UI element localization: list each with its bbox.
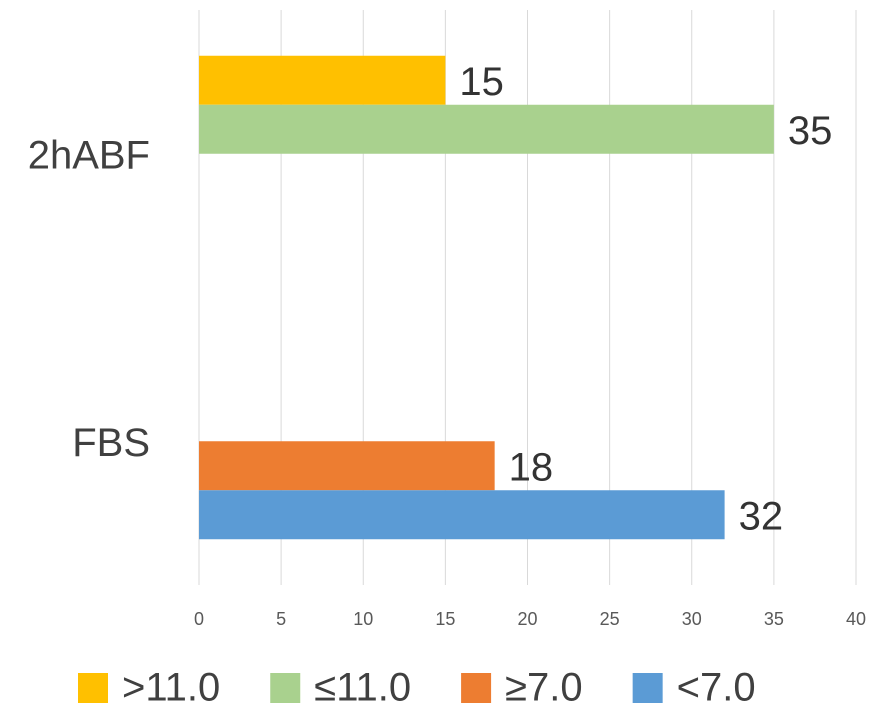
x-tick-label: 10 xyxy=(353,609,373,629)
legend-label: ≥7.0 xyxy=(505,666,583,707)
data-label: 32 xyxy=(739,494,784,538)
x-tick-label: 40 xyxy=(846,609,866,629)
x-tick-label: 5 xyxy=(276,609,286,629)
legend-swatch xyxy=(461,673,492,703)
x-tick-label: 25 xyxy=(600,609,620,629)
category-label: FBS xyxy=(72,421,150,465)
bar xyxy=(199,55,446,105)
legend-label: >11.0 xyxy=(122,666,220,707)
legend-label: ≤11.0 xyxy=(314,666,411,707)
bar xyxy=(199,441,495,491)
data-label: 15 xyxy=(459,60,504,104)
legend-swatch xyxy=(78,673,108,703)
x-tick-label: 0 xyxy=(194,609,204,629)
data-label: 18 xyxy=(509,445,554,489)
category-label: 2hABF xyxy=(28,133,150,177)
x-tick-label: 15 xyxy=(435,609,455,629)
data-label: 35 xyxy=(788,109,833,153)
legend-swatch xyxy=(632,673,663,703)
bar xyxy=(199,104,774,154)
x-tick-label: 30 xyxy=(682,609,702,629)
legend-label: <7.0 xyxy=(677,666,756,707)
legend-swatch xyxy=(270,673,301,703)
x-tick-label: 20 xyxy=(517,609,537,629)
x-tick-label: 35 xyxy=(764,609,784,629)
bar xyxy=(199,490,725,540)
